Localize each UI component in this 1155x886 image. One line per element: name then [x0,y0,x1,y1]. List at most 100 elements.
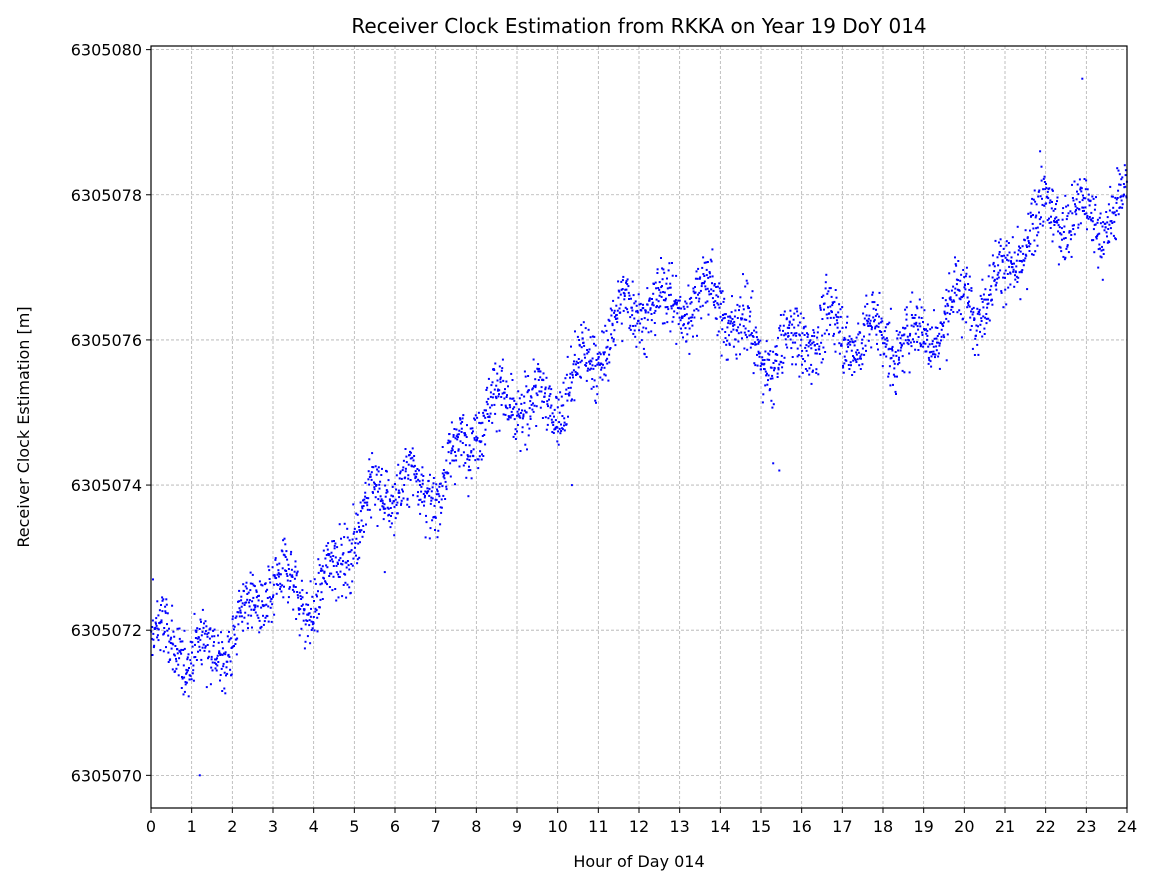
scatter-point [884,326,887,329]
scatter-point [1000,290,1003,293]
scatter-point [608,348,611,351]
scatter-point [583,344,586,347]
scatter-point [383,503,386,506]
scatter-point [287,596,290,599]
scatter-point [633,317,636,320]
scatter-point [1063,237,1065,240]
scatter-point [153,628,156,630]
scatter-point [728,315,731,318]
scatter-point [981,278,984,281]
scatter-point [584,327,587,330]
scatter-point [1037,190,1040,193]
scatter-point [213,628,216,631]
scatter-point [313,600,315,602]
scatter-point [495,397,498,400]
scatter-point [275,583,278,586]
scatter-point [683,323,685,326]
scatter-point [1073,180,1076,183]
scatter-point [387,479,390,482]
scatter-point [953,291,956,294]
scatter-point [240,595,243,598]
scatter-point [155,622,157,625]
scatter-point [865,294,868,297]
scatter-point [843,355,846,358]
scatter-point [717,330,720,333]
scatter-point [699,276,702,279]
scatter-point [187,653,190,656]
scatter-point [1113,220,1116,223]
scatter-point [943,310,946,313]
scatter-point [235,653,238,656]
scatter-point [685,313,688,316]
scatter-point [545,376,548,379]
scatter-point [848,335,851,338]
scatter-point [1051,240,1054,243]
scatter-point [952,311,955,313]
scatter-point [665,282,668,285]
scatter-point [755,343,758,346]
scatter-point [335,564,338,567]
scatter-point [451,449,454,452]
scatter-point [430,490,433,493]
scatter-point [162,598,165,601]
scatter-point [949,298,952,301]
scatter-point [531,408,534,411]
scatter-point [528,427,531,430]
scatter-point [1058,245,1061,248]
scatter-point [221,641,224,644]
scatter-point [770,366,773,369]
scatter-point [151,626,154,628]
scatter-point [397,463,400,466]
scatter-point [434,529,436,531]
scatter-point [439,506,442,509]
scatter-point [229,668,232,671]
scatter-point [676,301,678,304]
scatter-point [897,333,900,336]
scatter-point [744,285,747,288]
scatter-point [657,300,660,303]
scatter-point [1075,213,1078,216]
scatter-point [242,583,245,586]
scatter-point [384,507,387,510]
scatter-point [767,379,769,382]
scatter-point [935,337,938,340]
scatter-point [704,288,707,291]
scatter-point [509,406,512,409]
scatter-point [897,358,900,361]
scatter-point [795,307,798,310]
scatter-point [172,643,175,646]
scatter-point [967,283,970,285]
scatter-point [283,554,286,557]
scatter-point [719,315,722,318]
y-axis: 6305070630507263050746305076630507863050… [71,41,151,785]
scatter-point [699,289,702,292]
scatter-point [883,342,886,345]
scatter-point [374,465,377,468]
scatter-point [452,434,455,436]
scatter-point [1077,226,1080,229]
scatter-point [325,544,328,547]
scatter-point [441,485,444,488]
scatter-point [720,291,723,294]
scatter-point [982,315,985,318]
scatter-point [385,489,388,492]
scatter-point [464,444,467,447]
scatter-point [462,414,465,417]
scatter-point [779,314,782,316]
scatter-point [994,239,997,242]
scatter-point [1056,196,1059,199]
scatter-point [1032,198,1035,201]
scatter-point [267,605,270,608]
scatter-point [993,265,996,268]
scatter-point [646,287,649,290]
scatter-point [574,370,577,373]
scatter-point [1021,245,1024,248]
scatter-point [821,358,824,361]
scatter-point [833,300,836,303]
scatter-point [229,660,232,663]
scatter-point [534,384,537,387]
scatter-point [438,501,440,504]
scatter-point [640,309,643,312]
scatter-point [211,661,214,664]
scatter-point [195,631,198,633]
